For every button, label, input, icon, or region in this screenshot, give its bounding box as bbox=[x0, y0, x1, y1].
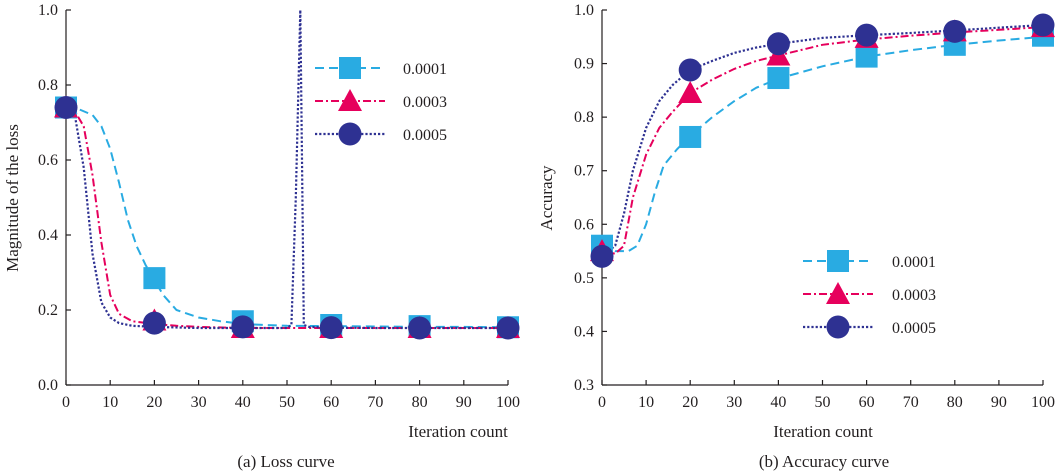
accuracy-marker-0.0001 bbox=[767, 67, 790, 90]
accuracy-x-tick-label: 80 bbox=[947, 394, 963, 411]
accuracy-x-tick-label: 30 bbox=[726, 394, 742, 411]
loss-x-axis-label: Iteration count bbox=[408, 422, 508, 441]
accuracy-y-axis-label: Accuracy bbox=[537, 165, 556, 231]
accuracy-series-line-0.0001 bbox=[601, 35, 1044, 253]
accuracy-x-tick-label: 70 bbox=[903, 394, 919, 411]
loss-y-tick-label: 0.2 bbox=[38, 302, 58, 319]
accuracy-legend-item-0.0003: 0.0003 bbox=[803, 282, 936, 304]
accuracy-legend-item-0.0001: 0.0001 bbox=[803, 250, 936, 272]
accuracy-y-tick-label: 0.3 bbox=[574, 377, 594, 394]
loss-series-line-0.0001 bbox=[65, 106, 509, 329]
loss-x-tick-label: 100 bbox=[496, 394, 520, 411]
loss-marker-0.0005 bbox=[54, 96, 78, 119]
accuracy-chart-caption: (b) Accuracy curve bbox=[759, 452, 889, 471]
loss-legend-label: 0.0001 bbox=[403, 61, 447, 78]
loss-marker-0.0005 bbox=[142, 311, 166, 335]
accuracy-x-tick-label: 100 bbox=[1031, 394, 1055, 411]
accuracy-plot-area: 0 10 20 30 40 50 60 70 80 90 100 0.3 0.4 0.5 0.6 0.7 0.8… bbox=[574, 2, 1055, 411]
accuracy-y-tick-label: 1.0 bbox=[574, 2, 594, 19]
loss-x-tick-label: 90 bbox=[456, 394, 472, 411]
accuracy-x-tick-label: 50 bbox=[815, 394, 831, 411]
loss-plot-area: 0 10 20 30 40 50 60 70 80 90 100 0.0 0.2 0.4 0.6 0.8 1.0… bbox=[38, 2, 520, 411]
accuracy-marker-0.0001 bbox=[679, 125, 702, 148]
accuracy-marker-0.0005 bbox=[678, 58, 702, 82]
loss-x-tick-label: 70 bbox=[367, 394, 383, 411]
loss-x-tick-label: 80 bbox=[412, 394, 428, 411]
accuracy-y-tick-label: 0.8 bbox=[574, 109, 594, 126]
loss-y-tick-label: 0.0 bbox=[38, 377, 58, 394]
accuracy-x-tick-label: 60 bbox=[859, 394, 875, 411]
accuracy-marker-0.0003 bbox=[678, 81, 703, 104]
accuracy-series-line-0.0003 bbox=[601, 26, 1044, 255]
accuracy-x-tick-label: 40 bbox=[770, 394, 786, 411]
accuracy-legend-label: 0.0003 bbox=[892, 287, 936, 304]
loss-legend-item-0.0001: 0.0001 bbox=[315, 57, 447, 79]
loss-series-line-0.0005 bbox=[65, 9, 508, 330]
accuracy-x-tick-label: 10 bbox=[638, 394, 654, 411]
loss-y-tick-label: 0.4 bbox=[38, 227, 58, 244]
accuracy-legend-marker bbox=[826, 315, 850, 339]
loss-marker-0.0005 bbox=[408, 316, 432, 340]
loss-x-tick-label: 10 bbox=[102, 394, 118, 411]
accuracy-marker-0.0005 bbox=[590, 244, 614, 268]
loss-legend-item-0.0005: 0.0005 bbox=[315, 122, 447, 146]
accuracy-x-tick-label: 20 bbox=[682, 394, 698, 411]
loss-x-tick-label: 40 bbox=[235, 394, 251, 411]
loss-y-tick-label: 0.8 bbox=[38, 77, 58, 94]
accuracy-series-line-0.0005 bbox=[601, 23, 1044, 258]
accuracy-y-tick-label: 0.9 bbox=[574, 56, 594, 73]
loss-chart-panel: 0 10 20 30 40 50 60 70 80 90 100 0.0 0.2 0.4 0.6 0.8 1.0… bbox=[3, 2, 520, 471]
accuracy-marker-0.0005 bbox=[1031, 13, 1055, 37]
loss-y-tick-label: 1.0 bbox=[38, 2, 58, 19]
accuracy-y-tick-label: 0.7 bbox=[574, 163, 594, 180]
accuracy-marker-0.0005 bbox=[855, 23, 879, 47]
loss-marker-0.0001 bbox=[143, 267, 166, 290]
loss-x-tick-label: 60 bbox=[323, 394, 339, 411]
accuracy-y-tick-label: 0.5 bbox=[574, 270, 594, 287]
accuracy-legend-marker bbox=[826, 282, 850, 304]
accuracy-x-tick-label: 90 bbox=[991, 394, 1007, 411]
loss-y-tick-label: 0.6 bbox=[38, 152, 58, 169]
accuracy-marker-0.0005 bbox=[766, 32, 790, 56]
loss-legend-marker bbox=[338, 122, 362, 146]
loss-legend-item-0.0003: 0.0003 bbox=[315, 89, 447, 111]
accuracy-legend-label: 0.0005 bbox=[892, 320, 936, 337]
accuracy-y-tick-label: 0.4 bbox=[574, 323, 594, 340]
loss-x-tick-label: 30 bbox=[191, 394, 207, 411]
loss-x-tick-label: 20 bbox=[146, 394, 162, 411]
accuracy-x-tick-label: 0 bbox=[598, 394, 606, 411]
loss-marker-0.0005 bbox=[496, 316, 520, 340]
loss-legend-marker bbox=[339, 57, 361, 79]
accuracy-chart-panel: 0 10 20 30 40 50 60 70 80 90 100 0.3 0.4 0.5 0.6 0.7 0.8… bbox=[537, 2, 1055, 471]
accuracy-x-axis-label: Iteration count bbox=[773, 422, 873, 441]
accuracy-legend-label: 0.0001 bbox=[892, 254, 936, 271]
loss-x-tick-label: 50 bbox=[279, 394, 295, 411]
accuracy-y-tick-label: 0.6 bbox=[574, 216, 594, 233]
loss-legend-label: 0.0005 bbox=[403, 127, 447, 144]
accuracy-marker-0.0001 bbox=[855, 45, 878, 68]
loss-marker-0.0005 bbox=[231, 315, 255, 339]
accuracy-legend-item-0.0005: 0.0005 bbox=[803, 315, 936, 339]
loss-chart-caption: (a) Loss curve bbox=[237, 452, 334, 471]
loss-x-tick-label: 0 bbox=[62, 394, 70, 411]
accuracy-marker-0.0005 bbox=[943, 19, 967, 43]
loss-legend-marker bbox=[338, 89, 362, 111]
loss-marker-0.0005 bbox=[319, 316, 343, 340]
accuracy-legend-marker bbox=[827, 250, 849, 272]
loss-y-axis-label: Magnitude of the loss bbox=[3, 124, 22, 272]
loss-legend-label: 0.0003 bbox=[403, 94, 447, 111]
